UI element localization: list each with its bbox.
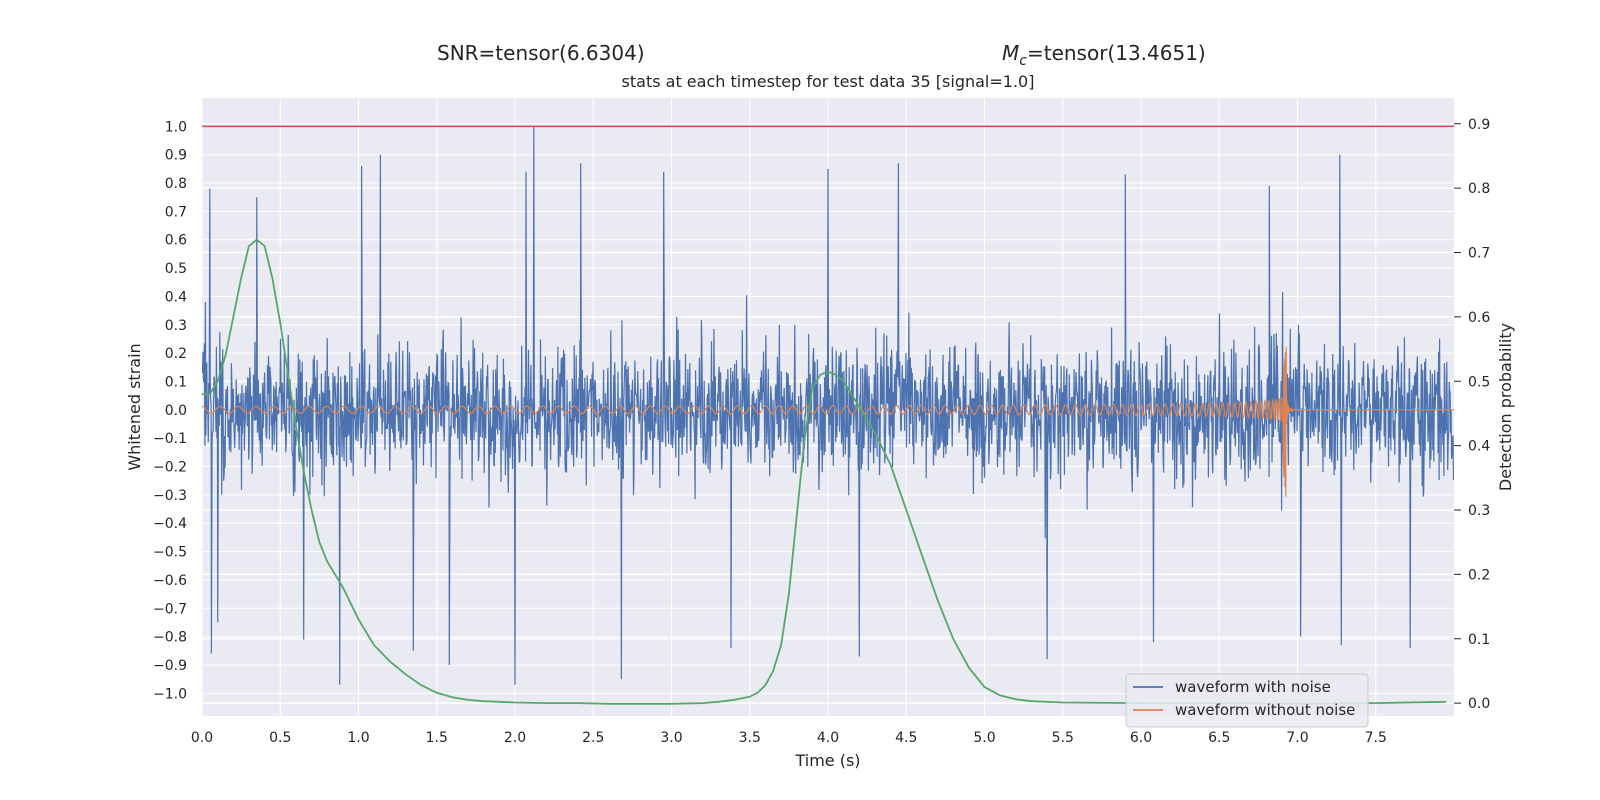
y-tick-label: −1.0 (153, 686, 187, 702)
mc-stat: Mc=tensor(13.4651) (1002, 41, 1206, 69)
y-tick-label: 0.1 (165, 374, 187, 390)
mc-value: =tensor(13.4651) (1027, 41, 1206, 65)
y-right-tick-label: 0.2 (1468, 567, 1490, 583)
legend-label-clean: waveform without noise (1175, 701, 1355, 719)
y-tick-label: 0.4 (165, 289, 187, 305)
x-tick-label: 7.5 (1365, 730, 1387, 746)
x-axis-ticks: 0.0 0.5 1.0 1.5 2.0 2.5 3.0 3.5 4.0 4.5 5.0 5.5 6.0 6… (191, 730, 1387, 746)
y-tick-label: −0.9 (153, 658, 187, 674)
y-right-tick-label: 0.0 (1468, 696, 1490, 712)
x-tick-label: 5.0 (973, 730, 995, 746)
x-tick-label: 2.0 (504, 730, 526, 746)
y-right-tick-label: 0.3 (1468, 503, 1490, 519)
y-tick-label: −0.3 (153, 488, 187, 504)
x-tick-label: 3.0 (660, 730, 682, 746)
x-tick-label: 0.0 (191, 730, 213, 746)
x-tick-label: 0.5 (269, 730, 291, 746)
y-right-axis-label: Detection probability (1496, 323, 1515, 491)
y-tick-label: 0.3 (165, 318, 187, 334)
y-right-tick-label: 0.8 (1468, 181, 1490, 197)
snr-stat: SNR=tensor(6.6304) (437, 41, 645, 65)
x-tick-label: 4.0 (817, 730, 839, 746)
legend: waveform with noise waveform without noi… (1125, 673, 1369, 728)
y-right-tick-label: 0.4 (1468, 439, 1490, 455)
y-right-axis-ticks: 0.9 0.8 0.7 0.6 0.5 0.4 0.3 0.2 0.1 0.0 (1454, 117, 1490, 712)
y-tick-label: −0.4 (153, 516, 187, 532)
series-waveform-without-noise (202, 347, 1454, 497)
x-axis-label: Time (s) (794, 751, 860, 770)
series-detection-probability (202, 238, 1447, 705)
y-right-tick-label: 0.5 (1468, 374, 1490, 390)
x-tick-label: 1.0 (347, 730, 369, 746)
y-tick-label: −0.5 (153, 545, 187, 561)
y-axis-label: Whitened strain (125, 343, 144, 470)
y-right-tick-label: 0.1 (1468, 632, 1490, 648)
y-tick-label: 0.0 (165, 403, 187, 419)
y-tick-label: −0.8 (153, 630, 187, 646)
x-tick-label: 2.5 (582, 730, 604, 746)
y-tick-label: 0.5 (165, 261, 187, 277)
y-right-tick-label: 0.7 (1468, 246, 1490, 262)
x-tick-label: 5.5 (1052, 730, 1074, 746)
y-tick-label: 0.8 (165, 176, 187, 192)
y-tick-label: −0.2 (153, 460, 187, 476)
chart-title: stats at each timestep for test data 35 … (622, 72, 1035, 91)
mc-subscript: c (1019, 53, 1027, 69)
x-tick-label: 4.5 (895, 730, 917, 746)
x-tick-label: 3.5 (739, 730, 761, 746)
y-right-tick-label: 0.6 (1468, 310, 1490, 326)
mc-symbol: M (1002, 41, 1019, 65)
y-right-tick-label: 0.9 (1468, 117, 1490, 133)
series-waveform-with-noise (202, 126, 1454, 685)
x-tick-label: 7.0 (1286, 730, 1308, 746)
y-tick-label: 0.2 (165, 346, 187, 362)
x-tick-label: 6.5 (1208, 730, 1230, 746)
y-tick-label: 0.7 (165, 204, 187, 220)
legend-box (1125, 673, 1369, 728)
y-axis-ticks: 1.0 0.9 0.8 0.7 0.6 0.5 0.4 0.3 0.2 0.1 0.0 −0.1 −0.… (153, 119, 187, 702)
y-tick-label: −0.1 (153, 431, 187, 447)
legend-label-noise: waveform with noise (1175, 678, 1331, 696)
y-tick-label: 0.6 (165, 233, 187, 249)
x-tick-label: 1.5 (426, 730, 448, 746)
x-tick-label: 6.0 (1130, 730, 1152, 746)
y-tick-label: 1.0 (165, 119, 187, 135)
y-tick-label: −0.7 (153, 601, 187, 617)
y-tick-label: 0.9 (165, 148, 187, 164)
y-tick-label: −0.6 (153, 573, 187, 589)
